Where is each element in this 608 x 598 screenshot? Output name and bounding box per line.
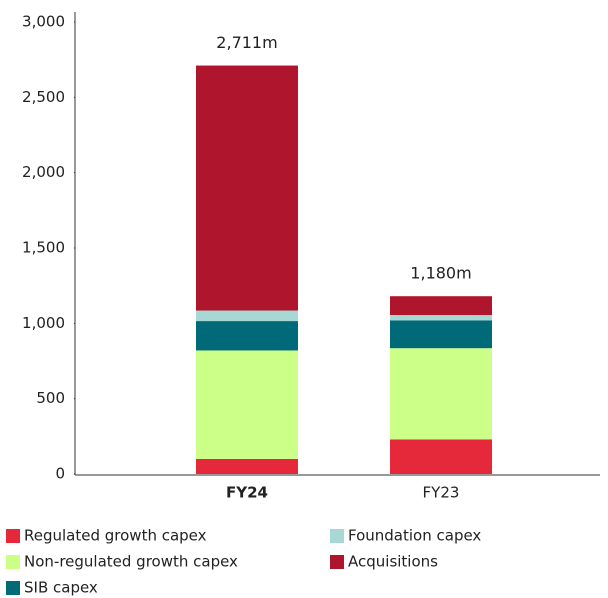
y-tick-label: 2,000 (22, 163, 65, 181)
bar-segment (196, 310, 298, 322)
bar-segment (196, 350, 298, 459)
total-label: 1,180m (410, 264, 471, 283)
y-tick-label: 0 (55, 465, 65, 483)
y-tick-label: 1,000 (22, 314, 65, 332)
legend-label: Acquisitions (348, 553, 438, 571)
legend-swatch (6, 529, 20, 543)
bar-segment (390, 296, 492, 316)
legend-swatch (6, 555, 20, 569)
bar-segment (390, 439, 492, 474)
bar-segment (196, 321, 298, 351)
y-tick-label: 1,500 (22, 239, 65, 257)
legend-label: Foundation capex (348, 527, 481, 545)
bar-segment (196, 458, 298, 474)
legend-swatch (330, 529, 344, 543)
legend-label: Non-regulated growth capex (24, 553, 238, 571)
legend-swatch (330, 555, 344, 569)
bar-segment (196, 65, 298, 311)
bar-segment (390, 348, 492, 440)
bar-segment (390, 320, 492, 349)
legend-swatch (6, 581, 20, 595)
x-tick-label: FY24 (226, 484, 268, 502)
y-tick-label: 500 (36, 389, 65, 407)
legend-label: Regulated growth capex (24, 527, 207, 545)
y-tick-label: 3,000 (22, 13, 65, 31)
bar-segment (390, 315, 492, 321)
total-label: 2,711m (216, 33, 277, 52)
legend-label: SIB capex (24, 579, 98, 597)
y-tick-label: 2,500 (22, 88, 65, 106)
x-tick-label: FY23 (423, 484, 460, 502)
